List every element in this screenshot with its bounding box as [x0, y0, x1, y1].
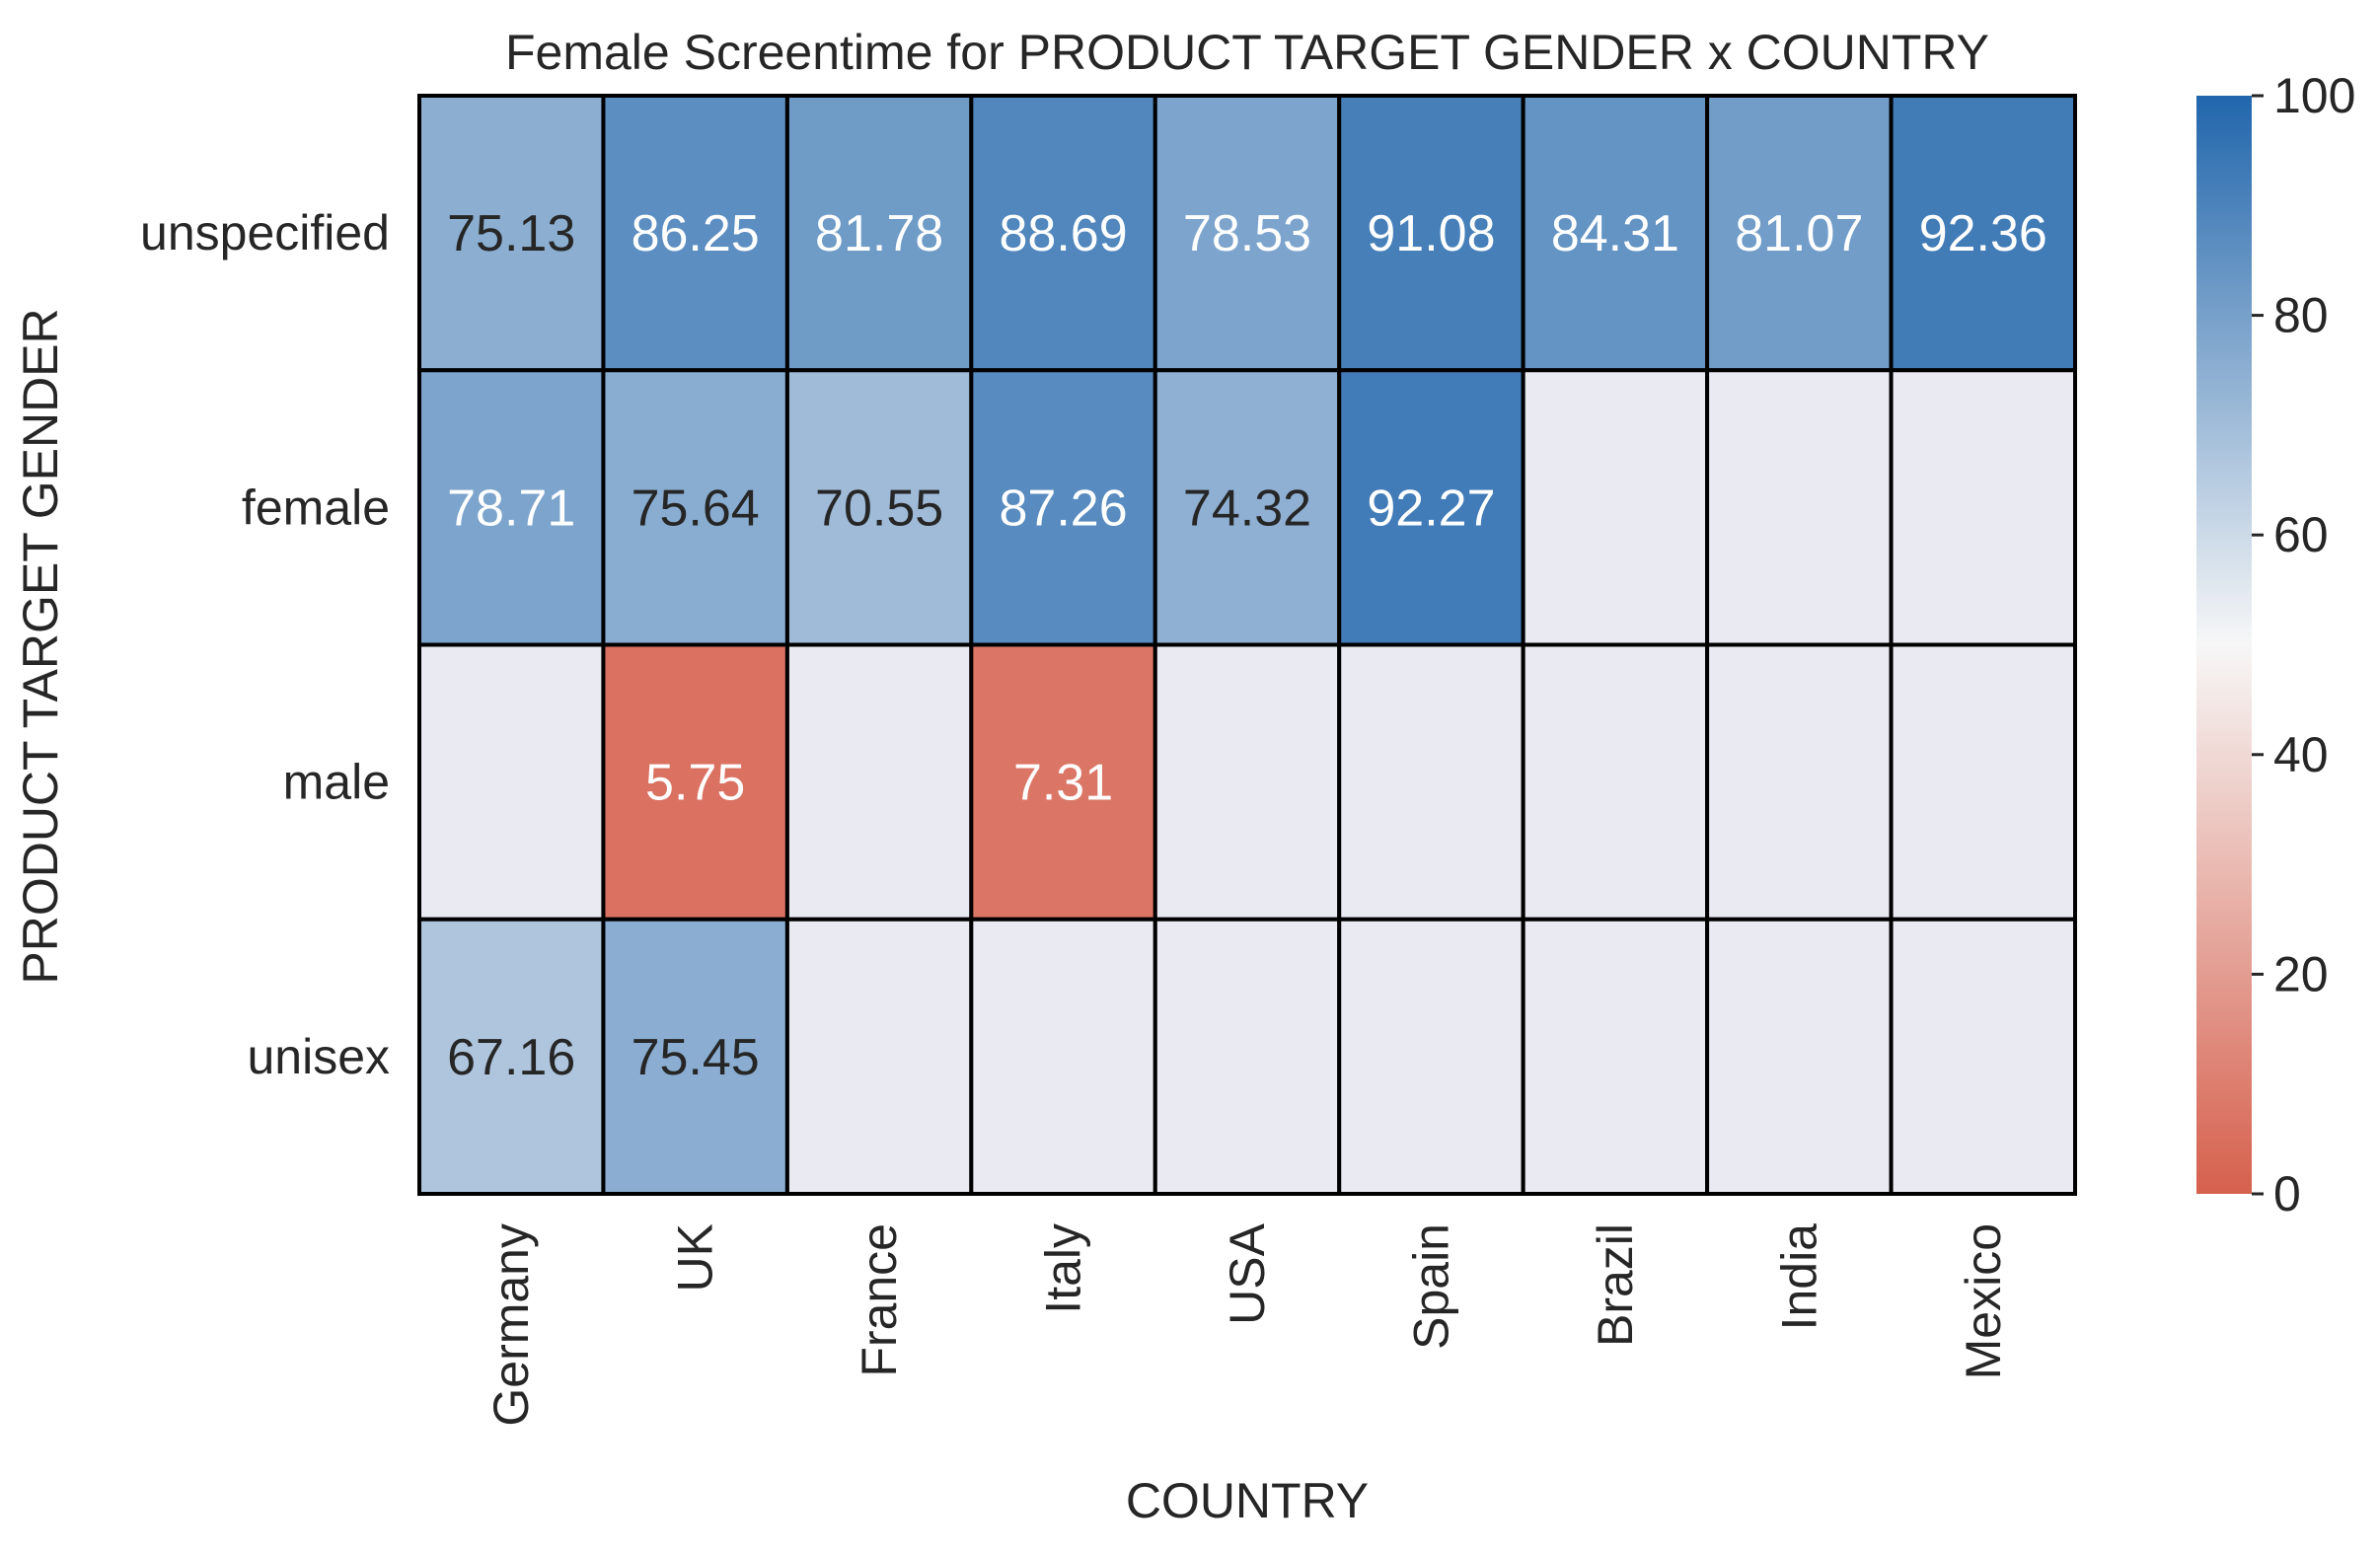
colorbar-tick-label: 20 [2273, 946, 2329, 1001]
x-axis-ticks: Germany UK France Italy USA Spain Brazil India M… [483, 1222, 2011, 1426]
colorbar-tick-label: 60 [2273, 507, 2329, 562]
colorbar-tick-label: 40 [2273, 727, 2329, 782]
cell-value-label: 78.53 [1183, 205, 1311, 262]
heatmap-cell [969, 917, 1157, 1196]
cell-value-label: 84.31 [1551, 205, 1679, 262]
heatmap-cells [417, 94, 2077, 1196]
heatmap-cell [417, 368, 606, 647]
cell-value-label: 91.08 [1367, 205, 1495, 262]
x-tick-label: USA [1220, 1222, 1275, 1324]
heatmap-cell [1521, 368, 1710, 647]
colorbar-tick-label: 80 [2273, 288, 2329, 343]
cell-value-label: 7.31 [1013, 755, 1113, 812]
heatmap-cell [417, 642, 606, 922]
x-tick-label: UK [668, 1223, 723, 1292]
heatmap-cell [601, 642, 789, 922]
colorbar-tick-label: 0 [2273, 1166, 2301, 1221]
heatmap-cell [1153, 917, 1342, 1196]
y-tick-label: unisex [247, 1029, 390, 1084]
colorbar: 0 20 40 60 80 100 [2196, 68, 2355, 1221]
heatmap-cell [1337, 94, 1525, 373]
heatmap-cell [784, 917, 974, 1196]
heatmap-cell [601, 917, 789, 1196]
heatmap-cell [1337, 642, 1525, 922]
heatmap-cell [1521, 642, 1710, 922]
cell-value-label: 81.07 [1735, 205, 1863, 262]
heatmap-cell [1705, 642, 1894, 922]
cell-value-label: 88.69 [999, 205, 1127, 262]
y-axis-ticks: unspecified female male unisex [140, 205, 390, 1084]
x-tick-label: India [1771, 1223, 1826, 1331]
heatmap-cell [417, 94, 606, 373]
cell-value-label: 81.78 [815, 205, 943, 262]
cell-value-label: 5.75 [645, 755, 745, 812]
cell-value-label: 74.32 [1183, 480, 1311, 537]
x-axis-label: COUNTRY [1126, 1473, 1369, 1528]
heatmap-cell [784, 368, 974, 647]
cell-value-label: 75.64 [632, 480, 760, 537]
heatmap-cell [1889, 368, 2077, 647]
heatmap-cell [1889, 917, 2077, 1196]
colorbar-gradient [2196, 96, 2252, 1194]
x-tick-label: Spain [1403, 1223, 1458, 1350]
heatmap-cell [601, 94, 789, 373]
heatmap-cell [1153, 368, 1342, 647]
colorbar-tick-label: 100 [2273, 68, 2355, 123]
heatmap-cell [784, 642, 974, 922]
heatmap-cell [1153, 642, 1342, 922]
cell-value-label: 87.26 [999, 480, 1127, 537]
heatmap-frame [417, 94, 2077, 1196]
heatmap-cell [1521, 917, 1710, 1196]
cell-value-label: 75.13 [447, 205, 575, 262]
x-tick-label: France [852, 1223, 907, 1377]
y-axis-label: PRODUCT TARGET GENDER [13, 308, 68, 984]
x-tick-label: Brazil [1588, 1223, 1643, 1347]
cell-value-label: 86.25 [632, 205, 760, 262]
heatmap-cell [1889, 642, 2077, 922]
heatmap-cell [1705, 94, 1894, 373]
x-tick-label: Mexico [1956, 1223, 2011, 1379]
cell-value-label: 78.71 [447, 480, 575, 537]
heatmap-cell [417, 917, 606, 1196]
cell-value-label: 92.27 [1367, 480, 1495, 537]
heatmap-cell [1705, 917, 1894, 1196]
cell-value-label: 92.36 [1919, 205, 2047, 262]
heatmap-cell-labels: 75.13 86.25 81.78 88.69 78.53 91.08 84.31 81.07… [447, 205, 2047, 1086]
cell-value-label: 75.45 [632, 1029, 760, 1086]
cell-value-label: 67.16 [447, 1029, 575, 1086]
y-tick-label: male [283, 755, 390, 810]
cell-value-label: 70.55 [815, 480, 943, 537]
x-tick-label: Italy [1036, 1223, 1091, 1314]
heatmap-cell [969, 642, 1157, 922]
x-tick-label: Germany [483, 1223, 539, 1427]
heatmap-cell [1705, 368, 1894, 647]
chart-title: Female Screentime for PRODUCT TARGET GEN… [505, 25, 1989, 80]
y-tick-label: unspecified [140, 205, 390, 260]
heatmap-cell [1337, 917, 1525, 1196]
y-tick-label: female [242, 480, 390, 535]
